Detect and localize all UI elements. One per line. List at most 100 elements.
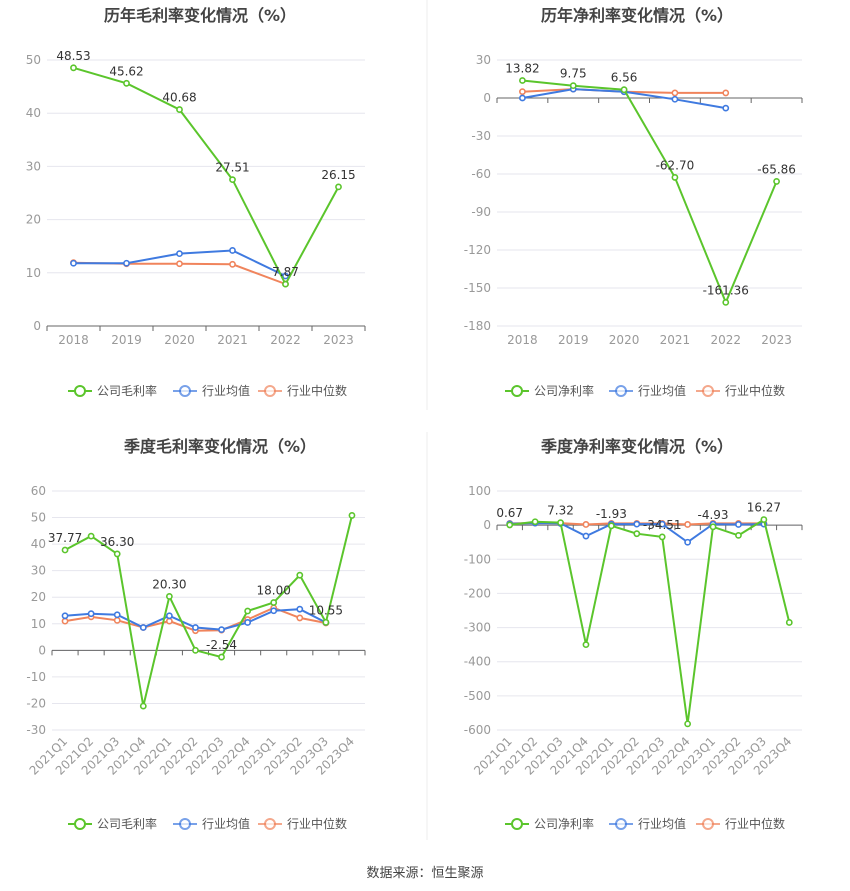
data-point <box>165 612 173 620</box>
data-label: -62.70 <box>656 158 695 172</box>
legend-item[interactable]: 公司毛利率 <box>68 383 157 398</box>
data-point <box>735 521 742 528</box>
data-point <box>139 624 147 631</box>
data-point <box>165 617 173 625</box>
data-point <box>335 183 342 191</box>
data-point <box>582 641 590 649</box>
data-label: 9.75 <box>560 67 587 81</box>
chart-panel-3: 季度毛利率变化情况（%）6050403020100-10-20-302021Q1… <box>26 437 366 831</box>
y-tick-label: -150 <box>464 281 491 295</box>
data-point <box>582 521 590 528</box>
y-tick-label: -90 <box>471 205 491 219</box>
data-point <box>760 516 768 523</box>
data-point <box>244 619 252 626</box>
data-point <box>709 523 717 531</box>
data-label: 40.68 <box>162 91 196 105</box>
legend-marker <box>615 818 627 830</box>
legend-label: 公司净利率 <box>534 383 594 398</box>
y-tick-label: 60 <box>31 484 46 498</box>
series-line-company <box>73 66 340 287</box>
data-point <box>773 178 780 185</box>
x-tick-label: 2021 <box>660 333 691 347</box>
chart-title: 历年毛利率变化情况（%） <box>104 6 296 25</box>
series-line-company <box>64 515 353 707</box>
y-tick-label: -20 <box>26 696 46 710</box>
data-point <box>785 619 793 626</box>
y-tick-label: -60 <box>471 167 491 181</box>
x-tick-label: 2022 <box>710 333 741 347</box>
data-point <box>684 720 692 728</box>
data-label: 7.87 <box>272 265 299 279</box>
y-tick-label: 0 <box>483 91 491 105</box>
x-tick-label: 2023 <box>761 333 792 347</box>
data-point <box>684 521 692 528</box>
data-label: 0.67 <box>496 506 523 520</box>
legend-marker <box>74 818 86 830</box>
data-label: 16.27 <box>747 501 781 515</box>
data-point <box>282 272 289 280</box>
data-label: 20.30 <box>152 577 186 591</box>
data-label: -34.51 <box>643 518 682 532</box>
y-tick-label: -10 <box>26 670 46 684</box>
legend-item[interactable]: 行业中位数 <box>258 816 347 831</box>
data-point <box>569 82 577 90</box>
chart-panel-2: 历年净利率变化情况（%） 30 0 -30 -60 -90 -120 -150 -180 2018… <box>464 6 803 398</box>
x-tick-label: 2018 <box>58 333 89 347</box>
data-point <box>607 522 615 530</box>
legend-item[interactable]: 公司净利率 <box>505 816 594 831</box>
legend-item[interactable]: 行业均值 <box>173 383 250 398</box>
data-label: 27.51 <box>215 161 249 175</box>
data-point <box>244 607 252 615</box>
legend-item[interactable]: 公司净利率 <box>505 383 594 398</box>
legend-label: 公司毛利率 <box>97 383 157 398</box>
legend-label: 公司毛利率 <box>97 816 157 831</box>
legend-item[interactable]: 行业均值 <box>609 816 686 831</box>
y-tick-label: 40 <box>31 537 46 551</box>
data-point <box>87 532 95 540</box>
legend-label: 行业均值 <box>638 816 686 831</box>
data-point <box>229 176 236 184</box>
y-tick-label: 10 <box>31 617 46 631</box>
data-point <box>113 550 121 558</box>
legend-item[interactable]: 行业中位数 <box>696 383 785 398</box>
y-tick-label: 50 <box>31 511 46 525</box>
data-point <box>582 532 590 540</box>
data-point <box>671 174 679 181</box>
legend-marker <box>264 818 276 830</box>
legend-marker <box>615 385 627 397</box>
y-tick-label: -400 <box>464 655 491 669</box>
data-point <box>620 86 628 94</box>
legend-item[interactable]: 行业中位数 <box>696 816 785 831</box>
data-point <box>229 247 236 254</box>
x-tick-label: 2022 <box>270 333 301 347</box>
y-tick-label: 50 <box>26 53 41 67</box>
x-tick-label: 2019 <box>111 333 142 347</box>
data-label: 37.77 <box>48 531 82 545</box>
x-tick-label: 2018 <box>507 333 538 347</box>
legend-item[interactable]: 公司毛利率 <box>68 816 157 831</box>
data-label: 45.62 <box>109 64 143 78</box>
chart-panel-1: 历年毛利率变化情况（%） 0 10 20 30 40 50 2018 2019 2020 2021 2… <box>26 6 366 398</box>
x-tick-label: 2020 <box>164 333 195 347</box>
legend-item[interactable]: 行业均值 <box>609 383 686 398</box>
data-point <box>519 94 526 102</box>
legend-marker <box>702 818 714 830</box>
legend-marker <box>74 385 86 397</box>
data-point <box>735 531 742 539</box>
chart-title: 历年净利率变化情况（%） <box>541 6 733 25</box>
legend-item[interactable]: 行业均值 <box>173 816 250 831</box>
data-point <box>671 89 679 97</box>
data-point <box>348 512 356 519</box>
y-tick-label: 10 <box>26 266 41 280</box>
legend-marker <box>511 818 523 830</box>
y-tick-label: 40 <box>26 106 41 120</box>
data-point <box>633 520 641 528</box>
legend-item[interactable]: 行业中位数 <box>258 383 347 398</box>
data-point <box>322 618 330 626</box>
data-point <box>633 530 641 538</box>
data-label: 26.15 <box>321 168 355 182</box>
data-point <box>519 77 526 84</box>
legend-marker <box>179 818 191 830</box>
data-point <box>296 614 304 622</box>
data-label: 10.55 <box>309 603 343 617</box>
